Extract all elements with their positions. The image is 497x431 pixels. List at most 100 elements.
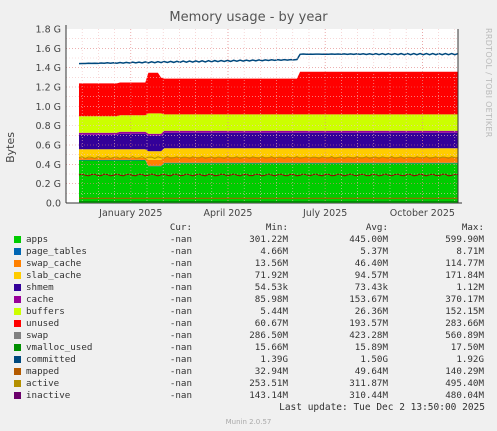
legend-avg-value: 94.57M <box>354 270 388 281</box>
legend-cur-value: -nan <box>169 270 192 281</box>
legend-min-value: 301.22M <box>249 234 288 245</box>
legend-max-value: 370.17M <box>445 294 484 305</box>
legend-cur-value: -nan <box>169 246 192 257</box>
area-apps <box>79 160 458 203</box>
legend-max-value: 152.15M <box>445 306 484 317</box>
area-buffers <box>79 130 458 136</box>
legend-cur-value: -nan <box>169 282 192 293</box>
area-cache <box>79 132 458 152</box>
legend-swatch <box>14 248 21 255</box>
legend-max-value: 599.90M <box>445 234 484 245</box>
legend-header-max: Max: <box>461 222 484 233</box>
legend-min-value: 60.67M <box>254 318 288 329</box>
legend-header-min: Min: <box>265 222 288 233</box>
legend-avg-value: 49.64M <box>354 366 388 377</box>
legend-swatch <box>14 308 21 315</box>
legend-avg-value: 153.67M <box>349 294 388 305</box>
legend-row-active: active -nan 253.51M 311.87M 495.40M <box>0 378 497 390</box>
legend-swatch <box>14 332 21 339</box>
legend-min-value: 54.53k <box>254 282 288 293</box>
legend-cur-value: -nan <box>169 330 192 341</box>
memory-chart: 0.0 0.2 G 0.4 G 0.6 G 0.8 G 1.0 G 1.2 G 1.4 G 1.… <box>36 25 462 219</box>
y-tick-label: 0.8 G <box>36 121 62 132</box>
legend-avg-value: 73.43k <box>354 282 388 293</box>
legend-cur-value: -nan <box>169 366 192 377</box>
area-swap_cache <box>79 157 458 166</box>
legend-series-name: unused <box>26 318 60 329</box>
area-slab_cache <box>79 148 458 160</box>
x-tick-label: October 2025 <box>390 208 455 219</box>
legend-row-unused: unused -nan 60.67M 193.57M 283.66M <box>0 318 497 330</box>
legend-swatch <box>14 344 21 351</box>
area-page_tables <box>79 159 458 167</box>
y-tick-label: 1.2 G <box>36 83 62 94</box>
legend-series-name: committed <box>26 354 76 365</box>
legend-max-value: 560.89M <box>445 330 484 341</box>
legend-min-value: 85.98M <box>254 294 288 305</box>
rrdtool-watermark: RRDTOOL / TOBI OETIKER <box>484 28 493 138</box>
y-tick-label: 1.4 G <box>36 63 62 74</box>
legend-swatch <box>14 272 21 279</box>
legend-cur-value: -nan <box>169 390 192 401</box>
area-swap <box>79 71 458 117</box>
legend-swatch <box>14 284 21 291</box>
legend-series-name: shmem <box>26 282 54 293</box>
legend-series-name: vmalloc_used <box>26 342 93 353</box>
legend-avg-value: 445.00M <box>349 234 388 245</box>
legend-series-name: cache <box>26 294 54 305</box>
legend-min-value: 15.66M <box>254 342 288 353</box>
legend-swatch <box>14 260 21 267</box>
legend-header-cur: Cur: <box>169 222 192 233</box>
legend-max-value: 17.50M <box>450 342 484 353</box>
legend-row-buffers: buffers -nan 5.44M 26.36M 152.15M <box>0 306 497 318</box>
legend-cur-value: -nan <box>169 306 192 317</box>
legend-avg-value: 193.57M <box>349 318 388 329</box>
legend-header-avg: Avg: <box>365 222 388 233</box>
munin-version: Munin 2.0.57 <box>225 418 272 426</box>
legend-cur-value: -nan <box>169 378 192 389</box>
legend-swatch <box>14 236 21 243</box>
legend-series-name: swap <box>26 330 49 341</box>
legend-row-swap_cache: swap_cache -nan 13.56M 46.40M 114.77M <box>0 258 497 270</box>
legend-avg-value: 5.37M <box>360 246 388 257</box>
legend-max-value: 495.40M <box>445 378 484 389</box>
y-tick-label: 1.0 G <box>36 102 62 113</box>
legend-row-inactive: inactive -nan 143.14M 310.44M 480.04M <box>0 390 497 402</box>
x-tick-label: April 2025 <box>204 208 253 219</box>
legend-row-page_tables: page_tables -nan 4.66M 5.37M 8.71M <box>0 246 497 258</box>
legend-min-value: 5.44M <box>260 306 288 317</box>
legend-header: Cur: Min: Avg: Max: <box>0 222 497 234</box>
legend-min-value: 1.39G <box>260 354 288 365</box>
legend-avg-value: 311.87M <box>349 378 388 389</box>
line-inactive <box>78 173 459 177</box>
legend-max-value: 171.84M <box>445 270 484 281</box>
legend-row-slab_cache: slab_cache -nan 71.92M 94.57M 171.84M <box>0 270 497 282</box>
legend-series-name: mapped <box>26 366 60 377</box>
legend-series-name: inactive <box>26 390 71 401</box>
legend-min-value: 71.92M <box>254 270 288 281</box>
legend-max-value: 114.77M <box>445 258 484 269</box>
legend-avg-value: 46.40M <box>354 258 388 269</box>
last-update: Last update: Tue Dec 2 13:50:00 2025 <box>279 402 485 413</box>
legend-row-cache: cache -nan 85.98M 153.67M 370.17M <box>0 294 497 306</box>
legend-min-value: 4.66M <box>260 246 288 257</box>
legend-swatch <box>14 320 21 327</box>
legend-row-shmem: shmem -nan 54.53k 73.43k 1.12M <box>0 282 497 294</box>
chart-title: Memory usage - by year <box>169 10 328 25</box>
x-tick-label: July 2025 <box>302 208 347 219</box>
legend-max-value: 8.71M <box>456 246 484 257</box>
legend-cur-value: -nan <box>169 354 192 365</box>
legend-min-value: 13.56M <box>254 258 288 269</box>
legend-row-committed: committed -nan 1.39G 1.50G 1.92G <box>0 354 497 366</box>
legend-max-value: 140.29M <box>445 366 484 377</box>
legend-max-value: 480.04M <box>445 390 484 401</box>
legend-swatch <box>14 392 21 399</box>
legend-max-value: 283.66M <box>445 318 484 329</box>
legend-min-value: 253.51M <box>249 378 288 389</box>
legend-swatch <box>14 356 21 363</box>
legend-avg-value: 310.44M <box>349 390 388 401</box>
legend-cur-value: -nan <box>169 342 192 353</box>
legend-max-value: 1.12M <box>456 282 484 293</box>
line-active <box>78 156 459 160</box>
y-tick-label: 1.6 G <box>36 44 62 55</box>
